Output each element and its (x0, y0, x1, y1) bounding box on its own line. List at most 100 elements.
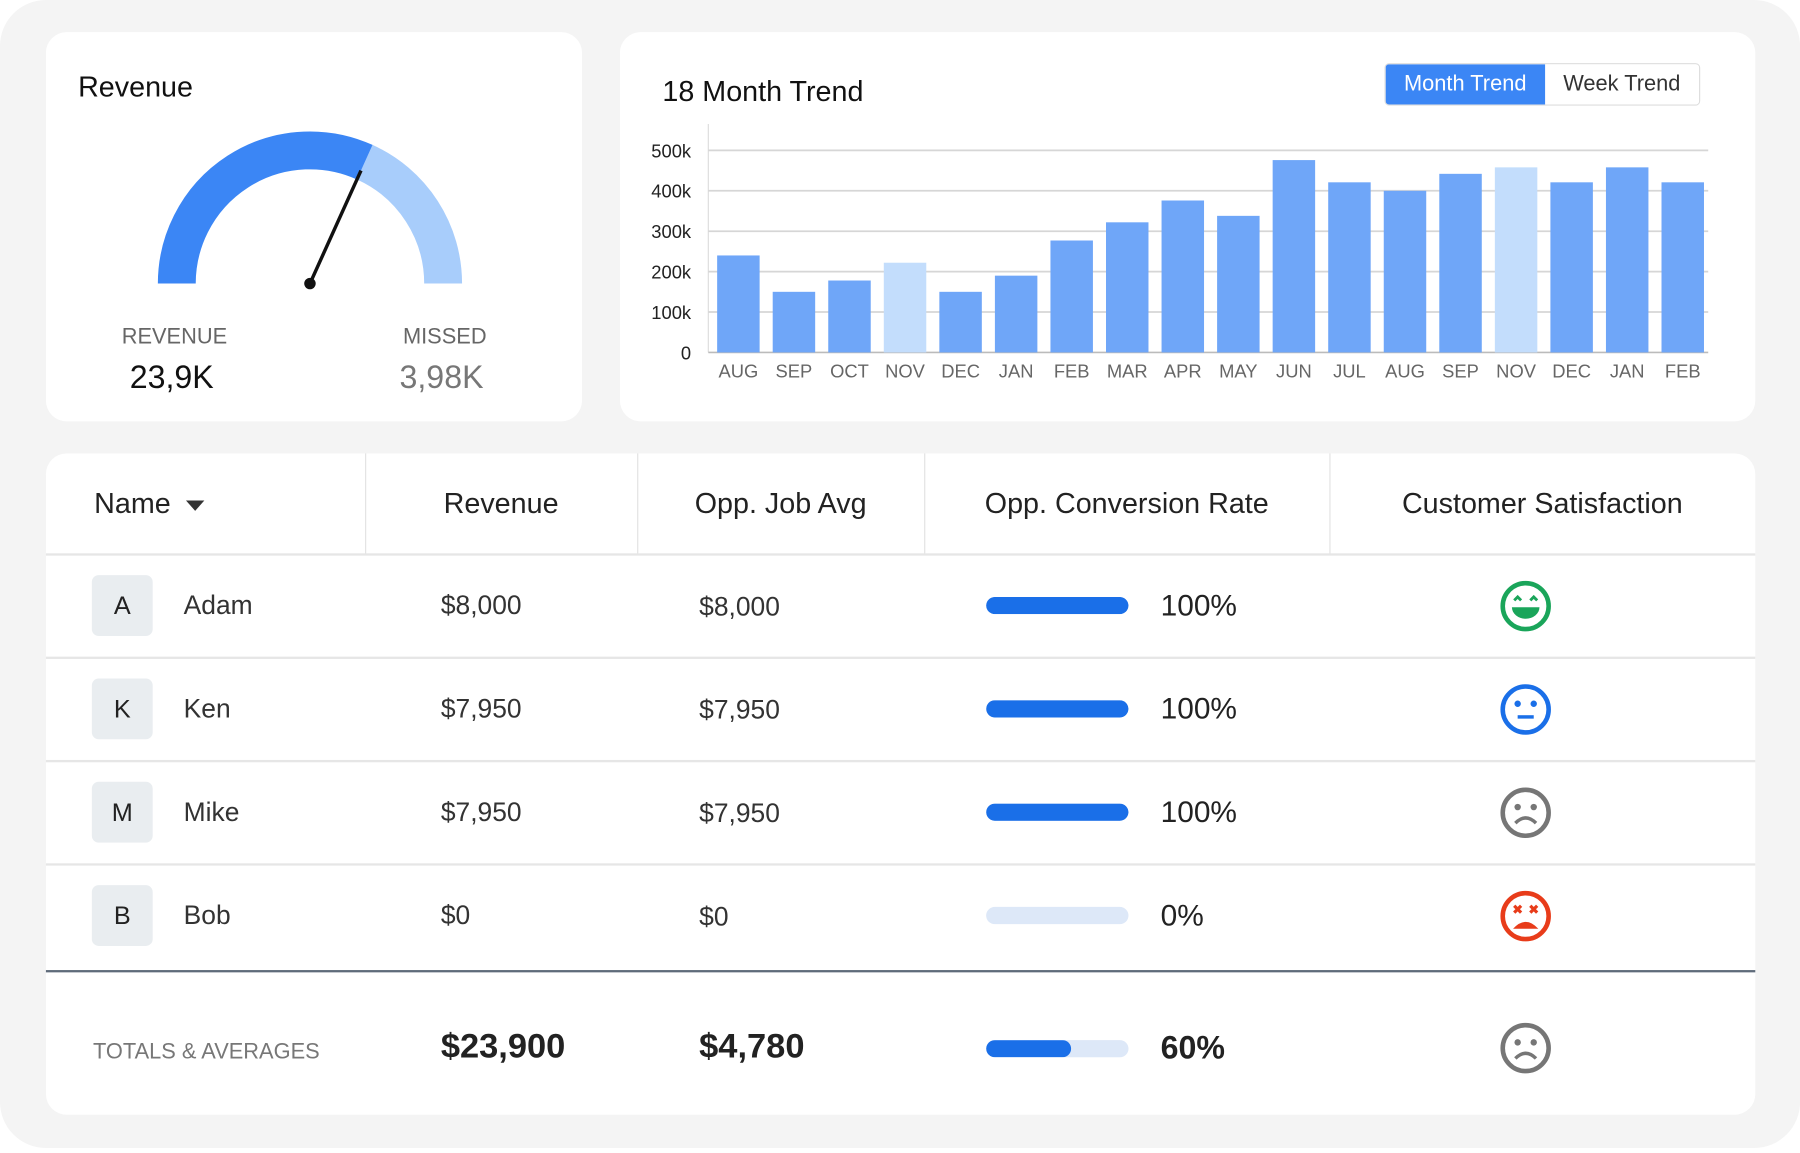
revenue-value: 23,9K (129, 359, 214, 395)
y-tick-label: 300k (651, 221, 692, 242)
bar-nov (1494, 167, 1538, 353)
x-tick-label: AUG (1385, 361, 1425, 382)
sad-face-icon (1500, 787, 1551, 839)
row-revenue: $8,000 (440, 590, 522, 620)
y-tick-label: 200k (651, 262, 692, 283)
header-revenue[interactable]: Revenue (443, 487, 559, 521)
row-name: Ken (183, 693, 231, 724)
column-divider (924, 453, 926, 555)
x-tick-label: APR (1164, 361, 1202, 382)
gauge-missed-arc (356, 144, 463, 285)
row-divider (45, 759, 1756, 763)
trend-toggle: Month Trend Week Trend (1384, 63, 1700, 106)
conversion-bar (986, 803, 1129, 821)
very-happy-face-icon (1500, 580, 1551, 632)
totals-conversion: 60% (1160, 1029, 1225, 1066)
bar-feb (1050, 240, 1093, 353)
x-tick-label: FEB (1054, 361, 1090, 382)
conversion-bar-fill (986, 700, 1129, 718)
bar-dec (939, 291, 982, 353)
x-tick-label: JAN (999, 361, 1034, 382)
bar-oct (828, 280, 871, 353)
conversion-bar (986, 596, 1129, 615)
trend-bar-chart: 0 100k 200k 300k 400k 500k AUG SEP OCT NOV DEC JAN F… (651, 123, 1709, 382)
bar-nov (883, 262, 927, 353)
header-job-avg[interactable]: Opp. Job Avg (694, 487, 867, 521)
x-tick-label: MAY (1219, 361, 1257, 382)
bar-may (1217, 215, 1260, 353)
bar-dec (1550, 182, 1593, 353)
revenue-card: Revenue REVENUE 23,9K MISSED 3,98K (45, 32, 583, 422)
header-satisfaction[interactable]: Customer Satisfaction (1401, 487, 1683, 521)
conversion-bar-fill (986, 803, 1129, 821)
row-name: Bob (183, 900, 231, 930)
row-job-avg: $0 (699, 901, 729, 932)
totals-divider (45, 970, 1756, 973)
team-table (45, 453, 1756, 1115)
x-tick-label: JAN (1610, 361, 1645, 382)
conversion-bar (986, 700, 1129, 718)
row-job-avg: $8,000 (699, 591, 780, 622)
y-tick-label: 0 (681, 342, 691, 363)
row-divider (45, 656, 1756, 659)
column-divider (637, 453, 639, 555)
row-divider (45, 553, 1756, 556)
conversion-bar (986, 906, 1129, 925)
bar-mar (1106, 222, 1149, 353)
sad-face-icon (1500, 1022, 1551, 1074)
x-tick-label: NOV (1496, 361, 1537, 382)
column-divider (365, 453, 367, 555)
avatar: A (91, 575, 153, 636)
bar-sep (772, 291, 816, 353)
row-name: Adam (183, 590, 253, 620)
avatar: B (91, 885, 153, 946)
totals-job-avg: $4,780 (699, 1027, 805, 1066)
y-tick-label: 400k (651, 181, 692, 202)
row-job-avg: $7,950 (699, 797, 780, 828)
trend-title: 18 Month Trend (662, 75, 864, 108)
column-divider (1329, 453, 1331, 555)
row-revenue: $7,950 (440, 796, 522, 827)
row-revenue: $7,950 (440, 693, 522, 724)
missed-label: MISSED (402, 324, 487, 349)
revenue-gauge (157, 131, 463, 290)
week-trend-button[interactable]: Week Trend (1544, 64, 1699, 105)
row-conversion: 0% (1160, 897, 1204, 933)
header-name[interactable]: Name (94, 453, 204, 554)
bar-jun (1272, 160, 1316, 353)
x-tick-label: DEC (1552, 361, 1591, 382)
y-tick-label: 500k (651, 140, 692, 161)
x-tick-label: MAR (1107, 361, 1148, 382)
bar-apr (1161, 200, 1205, 353)
revenue-label: REVENUE (121, 324, 228, 349)
gauge-revenue-arc (157, 131, 373, 284)
x-tick-label: JUL (1333, 361, 1366, 382)
header-conversion[interactable]: Opp. Conversion Rate (984, 487, 1269, 521)
bar-jan (1605, 167, 1649, 353)
very-unhappy-face-icon (1500, 890, 1551, 942)
revenue-card-title: Revenue (78, 71, 193, 104)
bar-jan (994, 275, 1038, 353)
y-tick-label: 100k (651, 302, 692, 323)
x-tick-label: JUN (1276, 361, 1312, 382)
bar-sep (1439, 173, 1482, 353)
neutral-face-icon (1500, 684, 1551, 735)
row-divider (45, 863, 1756, 866)
avatar: K (91, 678, 153, 740)
bar-aug (1383, 190, 1427, 353)
totals-conversion-bar (986, 1040, 1129, 1058)
row-name: Mike (183, 796, 240, 827)
totals-conversion-fill (986, 1040, 1072, 1058)
x-tick-label: DEC (941, 361, 980, 382)
avatar: M (91, 781, 153, 843)
bar-feb (1661, 182, 1704, 353)
bar-jul (1328, 182, 1371, 353)
x-tick-label: FEB (1665, 361, 1701, 382)
x-tick-label: SEP (776, 361, 813, 382)
missed-value: 3,98K (399, 359, 484, 395)
sort-caret-down-icon[interactable] (185, 500, 204, 511)
totals-revenue: $23,900 (440, 1027, 566, 1066)
month-trend-button[interactable]: Month Trend (1385, 64, 1545, 105)
row-conversion: 100% (1160, 587, 1237, 623)
bar-aug (717, 255, 760, 353)
